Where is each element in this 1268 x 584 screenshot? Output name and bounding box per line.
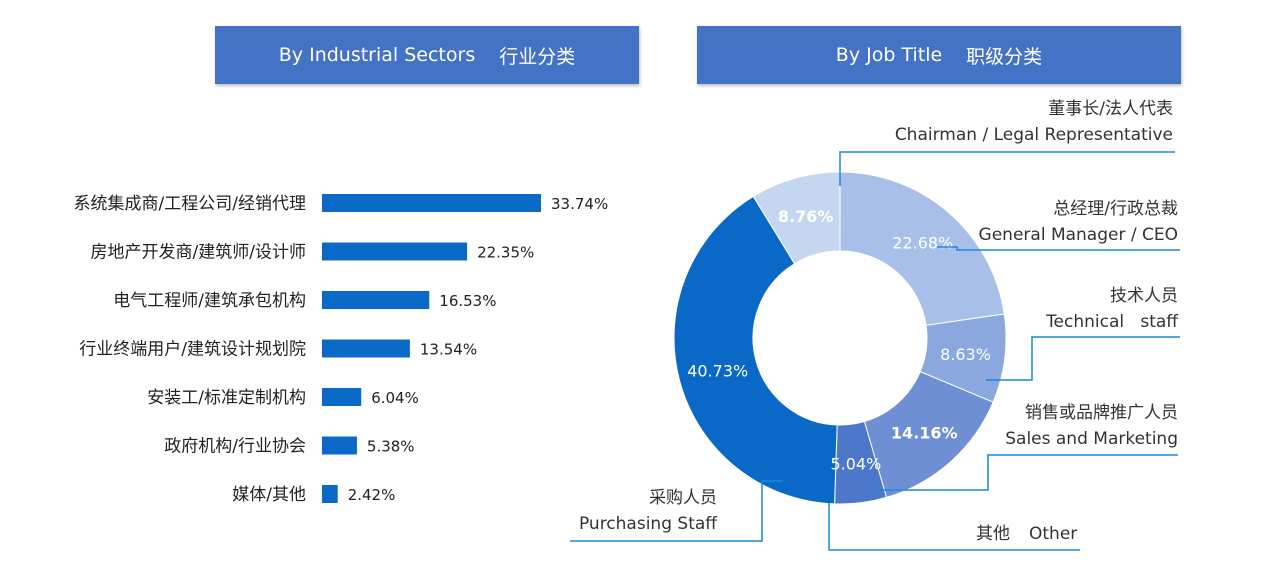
leader-line	[839, 151, 1175, 186]
annotation-en: Purchasing Staff	[579, 514, 718, 534]
annotation-zh: 总经理/行政总裁	[1053, 199, 1178, 219]
leader-line	[828, 503, 1080, 551]
job-title-header: By Job Title 职级分类	[697, 26, 1181, 84]
job-title-donut-chart: 8.76% 22.68% 8.63% 14.16% 5.04% 40.73% 董事长/法人代…	[570, 99, 1180, 551]
bar-value-label: 33.74%	[551, 195, 608, 213]
donut-slice-label: 8.63%	[940, 345, 991, 364]
industrial-sectors-header: By Industrial Sectors 行业分类	[215, 26, 639, 84]
bar	[322, 388, 362, 406]
bar-value-label: 2.42%	[348, 486, 396, 504]
bar-category-label: 电气工程师/建筑承包机构	[113, 291, 306, 311]
job-title-header-zh: 职级分类	[966, 45, 1043, 68]
bar-category-label: 政府机构/行业协会	[164, 437, 306, 457]
industrial-sectors-header-en: By Industrial Sectors	[278, 44, 476, 66]
bar	[322, 485, 338, 503]
annotation-en: Other	[1029, 524, 1077, 544]
annotation-en: Chairman / Legal Representative	[895, 125, 1173, 145]
donut-slice-label: 14.16%	[891, 423, 958, 442]
bar-value-label: 16.53%	[439, 292, 496, 310]
bar	[322, 194, 541, 212]
annotation-zh: 采购人员	[649, 488, 717, 508]
donut-slice	[839, 171, 1005, 326]
leader-line	[986, 336, 1180, 381]
annotation-en: General Manager / CEO	[979, 225, 1178, 245]
industrial-sectors-header-zh: 行业分类	[499, 45, 576, 68]
bar-category-label: 行业终端用户/建筑设计规划院	[79, 340, 306, 360]
annotation-en: Sales and Marketing	[1005, 429, 1178, 449]
bar	[322, 339, 410, 358]
bar-category-label: 房地产开发商/建筑师/设计师	[91, 243, 306, 263]
donut-slice-label: 22.68%	[892, 233, 953, 252]
job-title-header-en: By Job Title	[835, 44, 943, 66]
leader-line	[937, 246, 1180, 251]
industrial-sectors-bar-chart: 系统集成商/工程公司/经销代理 33.74% 房地产开发商/建筑师/设计师 22.35…	[74, 194, 608, 505]
donut-slice-label: 40.73%	[687, 361, 748, 380]
bar-value-label: 22.35%	[477, 244, 534, 262]
bar-category-label: 安装工/标准定制机构	[147, 388, 306, 408]
annotation-en: Technical staff	[1045, 312, 1179, 332]
leader-line	[570, 480, 783, 542]
bar	[322, 242, 468, 261]
donut-slice-label: 8.76%	[778, 207, 834, 226]
bar-value-label: 6.04%	[371, 389, 419, 407]
bar-category-label: 系统集成商/工程公司/经销代理	[74, 194, 306, 214]
annotation-zh: 技术人员	[1110, 286, 1178, 306]
bar-value-label: 5.38%	[367, 438, 415, 456]
bar-category-label: 媒体/其他	[232, 485, 306, 505]
annotation-zh: 销售或品牌推广人员	[1025, 403, 1178, 423]
bar	[322, 291, 430, 309]
donut-slice-label: 5.04%	[830, 455, 881, 474]
annotation-zh: 董事长/法人代表	[1048, 99, 1173, 119]
donut-slice	[673, 195, 838, 505]
bar-value-label: 13.54%	[420, 341, 477, 359]
bar	[322, 436, 357, 455]
annotation-zh: 其他	[976, 524, 1010, 544]
leader-line	[873, 454, 1178, 491]
